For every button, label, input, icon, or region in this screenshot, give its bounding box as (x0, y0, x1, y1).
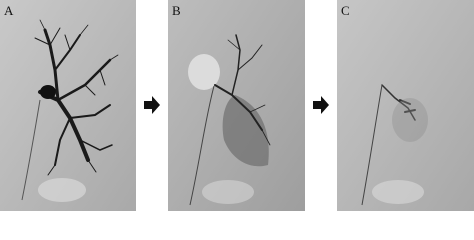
contrast-bolus (40, 85, 56, 99)
arrow (313, 96, 329, 114)
figure: A B C (0, 0, 474, 211)
panel-a: A (0, 0, 136, 211)
bowel-gas (38, 178, 86, 202)
bright-area (188, 54, 220, 90)
perfused-region (222, 95, 269, 167)
panel-label: C (341, 3, 350, 18)
catheter (189, 85, 215, 206)
vessel-tree (214, 34, 271, 146)
catheter (361, 84, 383, 206)
arrow (144, 96, 160, 114)
vessel-remnant (381, 84, 416, 121)
panel-b: B (168, 0, 305, 211)
perfused-region (392, 98, 428, 142)
bowel-gas (372, 180, 424, 204)
panel-c: C (337, 0, 474, 211)
catheter (21, 99, 41, 201)
panel-label: A (4, 3, 14, 18)
panel-label: B (172, 3, 181, 18)
image-a (0, 0, 136, 211)
page: {"panels": [{"label": "A"}, {"label": "B… (0, 0, 474, 211)
bowel-gas (202, 180, 254, 204)
